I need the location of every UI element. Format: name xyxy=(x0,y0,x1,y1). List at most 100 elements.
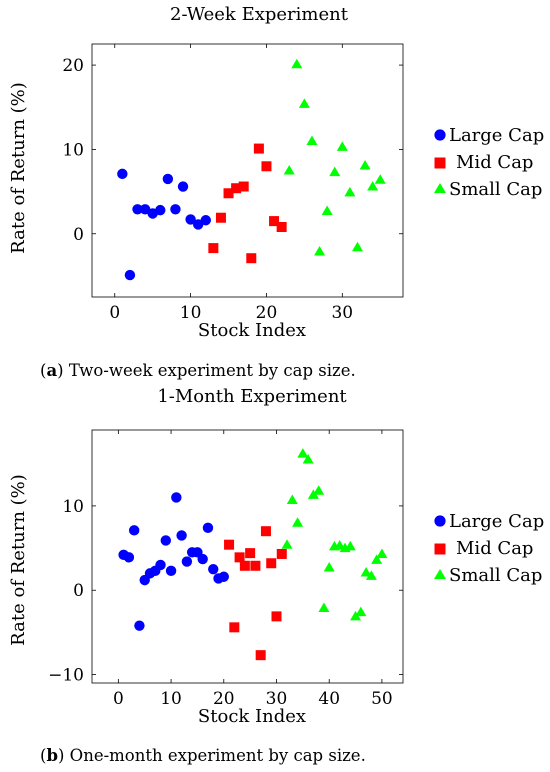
data-points xyxy=(117,58,386,281)
legend-label-large-cap: Large Cap xyxy=(449,511,544,532)
data-point-small-cap xyxy=(314,245,326,256)
data-point-mid-cap xyxy=(266,558,277,569)
data-point-mid-cap xyxy=(239,560,250,571)
data-point-small-cap xyxy=(365,570,377,580)
legend: Large Cap Mid Cap Small Cap xyxy=(434,511,544,586)
caption-text: One-month experiment by cap size. xyxy=(69,746,366,765)
data-point-large-cap xyxy=(162,173,174,185)
data-point-mid-cap xyxy=(231,183,242,194)
data-point-small-cap xyxy=(359,159,371,170)
legend-marker-mid-cap xyxy=(434,543,446,555)
data-point-mid-cap xyxy=(208,243,219,254)
data-point-large-cap xyxy=(202,522,214,534)
y-axis-label: Rate of Return (%) xyxy=(8,474,29,646)
data-point-small-cap xyxy=(297,448,309,458)
data-point-large-cap xyxy=(132,204,143,215)
x-tick-label: 10 xyxy=(180,303,202,323)
data-point-mid-cap xyxy=(246,253,257,264)
data-point-mid-cap xyxy=(224,539,235,550)
caption-letter: b xyxy=(46,746,58,765)
x-tick-label: 20 xyxy=(256,303,278,323)
x-axis-label: Stock Index xyxy=(198,320,306,341)
data-point-small-cap xyxy=(298,98,310,108)
y-tick-label: 10 xyxy=(62,497,84,517)
legend-label-small-cap: Small Cap xyxy=(449,565,542,586)
axis-ticks: 0 10 20 30 0 10 20 xyxy=(62,44,403,323)
y-axis-label: Rate of Return (%) xyxy=(8,82,29,254)
data-point-mid-cap xyxy=(245,548,256,559)
data-point-large-cap xyxy=(124,269,136,281)
data-point-large-cap xyxy=(170,204,181,215)
data-point-large-cap xyxy=(128,525,140,536)
legend-label-mid-cap: Mid Cap xyxy=(456,538,533,559)
x-tick-label: 30 xyxy=(331,303,353,323)
data-point-mid-cap xyxy=(223,188,234,199)
data-point-small-cap xyxy=(323,561,335,572)
plot-area xyxy=(91,429,404,684)
legend-label-large-cap: Large Cap xyxy=(449,125,544,146)
plot-area xyxy=(91,43,404,298)
data-point-mid-cap xyxy=(253,143,264,154)
chart-title: 2-Week Experiment xyxy=(170,4,349,25)
legend-marker-large-cap xyxy=(434,129,446,141)
y-tick-label: 0 xyxy=(73,581,84,601)
data-point-mid-cap xyxy=(276,222,287,233)
legend-marker-small-cap xyxy=(434,183,446,193)
data-point-small-cap xyxy=(281,539,293,549)
data-point-small-cap xyxy=(313,485,325,495)
data-point-small-cap xyxy=(321,205,333,215)
data-point-small-cap xyxy=(344,540,356,551)
data-point-small-cap xyxy=(292,517,304,527)
data-point-small-cap xyxy=(367,181,379,191)
data-point-mid-cap xyxy=(260,526,271,537)
data-point-large-cap xyxy=(155,559,166,571)
data-point-large-cap xyxy=(185,214,196,225)
data-point-small-cap xyxy=(376,548,388,558)
y-tick-label: 10 xyxy=(62,140,84,160)
data-point-large-cap xyxy=(197,553,208,565)
data-point-large-cap xyxy=(177,181,189,192)
data-point-mid-cap xyxy=(250,560,261,571)
chart-one-month: 1-Month Experiment 0 10 20 30 40 50 −10 0 10 Sto… xyxy=(8,386,544,727)
data-point-mid-cap xyxy=(255,650,266,661)
caption-a: (a) Two-week experiment by cap size. xyxy=(40,361,356,380)
x-tick-label: 0 xyxy=(109,303,120,323)
data-point-small-cap xyxy=(302,454,314,464)
data-point-small-cap xyxy=(329,166,341,177)
data-point-large-cap xyxy=(208,563,219,575)
data-point-small-cap xyxy=(318,602,330,612)
data-point-mid-cap xyxy=(261,161,272,172)
data-point-mid-cap xyxy=(229,622,240,633)
data-point-large-cap xyxy=(218,571,229,582)
data-point-large-cap xyxy=(171,492,182,503)
x-tick-label: 50 xyxy=(371,689,393,709)
data-point-mid-cap xyxy=(215,212,226,223)
x-axis-label: Stock Index xyxy=(198,706,306,727)
data-point-small-cap xyxy=(306,135,318,145)
data-point-large-cap xyxy=(165,565,177,577)
legend-label-mid-cap: Mid Cap xyxy=(456,152,533,173)
data-point-small-cap xyxy=(371,554,383,564)
data-point-small-cap xyxy=(283,165,295,175)
x-tick-label: 10 xyxy=(160,689,182,709)
data-point-large-cap xyxy=(117,168,128,180)
data-point-large-cap xyxy=(192,219,204,230)
data-point-large-cap xyxy=(200,215,211,226)
data-point-mid-cap xyxy=(269,216,280,227)
data-point-small-cap xyxy=(344,186,356,197)
data-point-small-cap xyxy=(360,567,372,577)
x-tick-label: 30 xyxy=(266,689,288,709)
chart-two-week: 2-Week Experiment 0 10 20 30 0 10 20 Stock Ind… xyxy=(8,4,544,341)
data-point-small-cap xyxy=(355,606,367,617)
x-tick-label: 40 xyxy=(318,689,340,709)
data-point-large-cap xyxy=(155,204,166,216)
data-point-small-cap xyxy=(350,610,362,621)
axis-ticks: 0 10 20 30 40 50 −10 0 10 xyxy=(48,430,403,709)
legend-marker-small-cap xyxy=(434,569,446,579)
data-point-small-cap xyxy=(351,241,363,252)
data-point-large-cap xyxy=(123,552,135,563)
data-point-small-cap xyxy=(336,141,348,151)
data-point-small-cap xyxy=(286,494,298,504)
legend-marker-mid-cap xyxy=(434,157,446,169)
